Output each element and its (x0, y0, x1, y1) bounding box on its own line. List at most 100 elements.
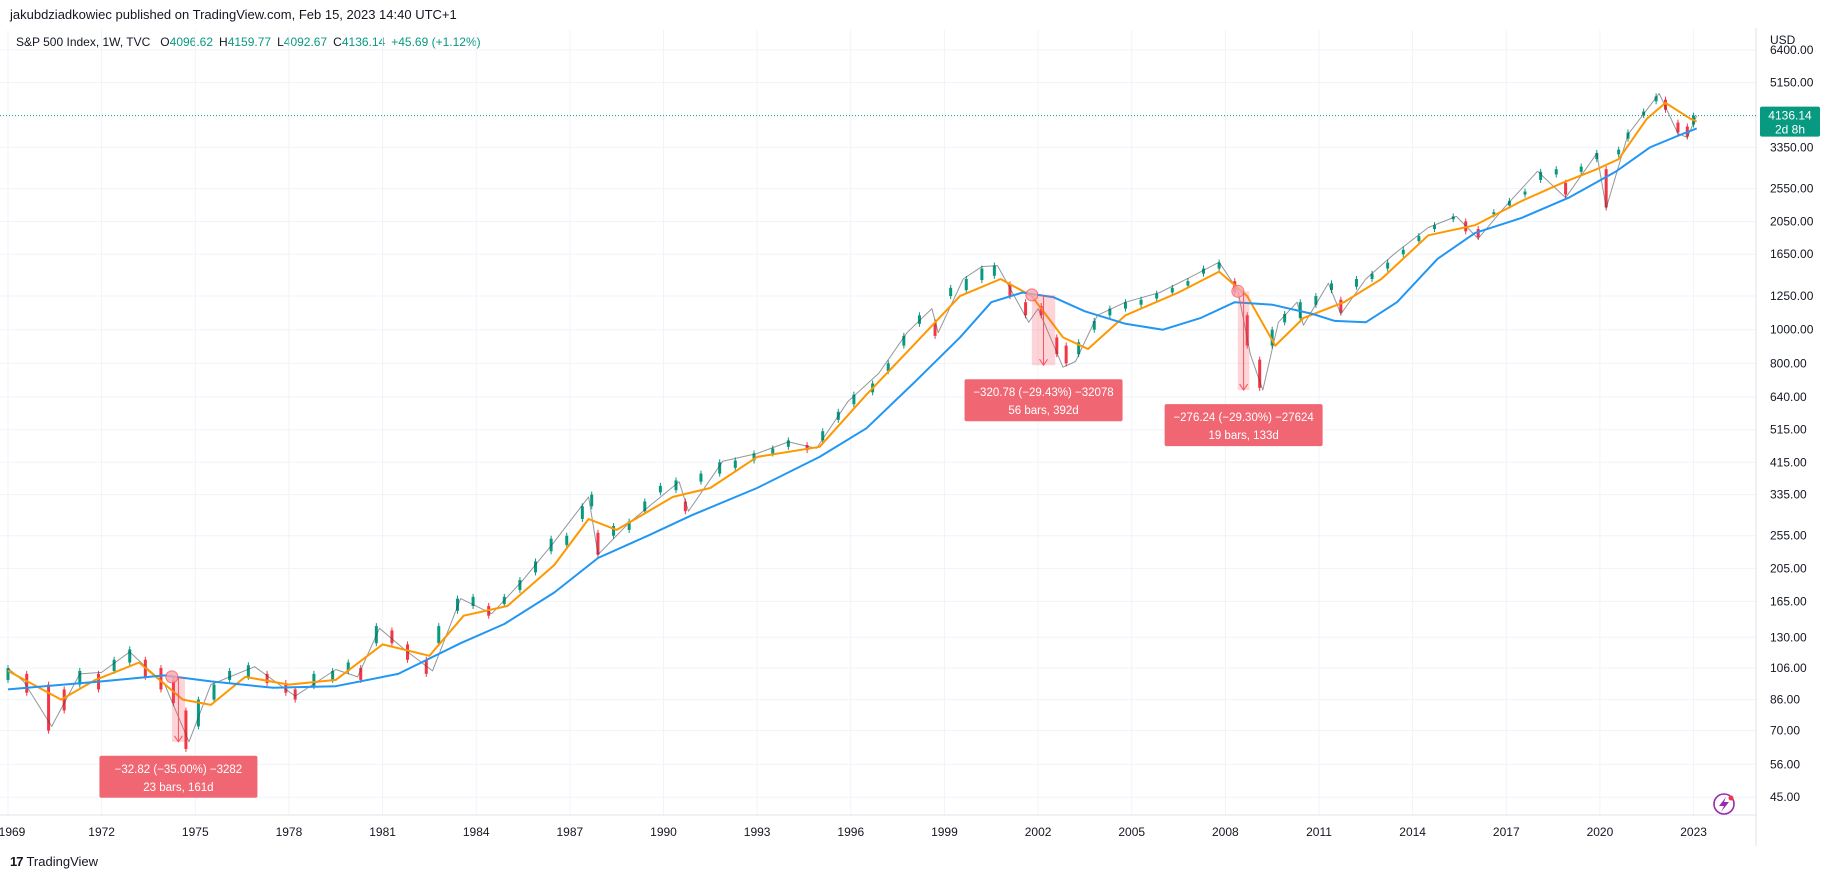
measure-label-change: −276.24 (−29.30%) −27624 (1173, 412, 1314, 424)
y-tick-label: 86.00 (1770, 693, 1800, 707)
candle (1523, 191, 1527, 195)
y-tick-label: 515.00 (1770, 423, 1807, 437)
candle (733, 460, 737, 468)
measure-label-box (1164, 404, 1323, 447)
candle (964, 278, 968, 291)
x-tick-label: 2002 (1025, 825, 1052, 839)
measure-anchor (1231, 284, 1245, 298)
candle (518, 580, 522, 590)
candle (805, 445, 809, 451)
high-value: 4159.77 (227, 35, 272, 49)
candle (534, 561, 538, 573)
candle (590, 494, 594, 507)
tradingview-logo-icon: 17 (10, 854, 24, 869)
candle (658, 485, 662, 493)
candle (1270, 329, 1274, 346)
candle (1314, 296, 1318, 305)
candle (1617, 149, 1621, 155)
measure-label-box (964, 379, 1123, 422)
y-tick-label: 640.00 (1770, 390, 1807, 404)
chart-panel[interactable]: −32.82 (−35.00%) −3282 23 bars, 161d −320.… (0, 28, 1834, 846)
candle (627, 521, 631, 530)
candle (1386, 262, 1390, 269)
candle (112, 659, 116, 671)
y-tick-label: 45.00 (1770, 790, 1800, 804)
candle (949, 287, 953, 297)
candle (312, 673, 316, 687)
last-price-countdown: 2d 8h (1775, 123, 1805, 137)
x-tick-label: 1999 (931, 825, 958, 839)
price-scale[interactable]: 6400.00 5150.00 3350.00 2550.00 2050.00 1650.… (1770, 43, 1814, 804)
candle (1507, 200, 1511, 206)
candle (1492, 212, 1496, 215)
candle (1155, 293, 1159, 299)
candle (917, 315, 921, 324)
candle (580, 506, 584, 519)
low-value: 4092.67 (283, 35, 328, 49)
candle (612, 525, 616, 536)
candle (390, 630, 394, 644)
y-tick-label: 6400.00 (1770, 43, 1814, 57)
candle (980, 268, 984, 281)
y-tick-label: 1250.00 (1770, 289, 1814, 303)
last-price-badge: 4136.14 2d 8h (1760, 106, 1820, 137)
y-tick-label: 2550.00 (1770, 182, 1814, 196)
x-tick-label: 2014 (1399, 825, 1426, 839)
candle (1186, 281, 1190, 286)
candle (62, 689, 66, 711)
candle (1064, 345, 1068, 364)
candle (596, 532, 600, 555)
candle (1024, 302, 1028, 316)
candle (1202, 268, 1206, 274)
candle (1092, 320, 1096, 330)
y-tick-label: 2050.00 (1770, 214, 1814, 228)
candle (455, 598, 459, 611)
candle (212, 684, 216, 700)
candle (1554, 169, 1558, 175)
candle (1539, 171, 1543, 180)
candle (771, 448, 775, 454)
candle (471, 596, 475, 606)
candle (6, 668, 10, 680)
candle (699, 473, 703, 482)
measure-annotations: −32.82 (−35.00%) −3282 23 bars, 161d −320.… (99, 284, 1323, 798)
candle (1579, 166, 1583, 172)
candle (331, 670, 335, 680)
x-tick-label: 1987 (557, 825, 584, 839)
x-tick-label: 2020 (1587, 825, 1614, 839)
x-tick-label: 2017 (1493, 825, 1520, 839)
measure-arrow-head (174, 735, 183, 743)
alert-icon[interactable] (1713, 793, 1735, 815)
symbol-name[interactable]: S&P 500 Index, 1W, TVC (16, 35, 151, 49)
symbol-legend: S&P 500 Index, 1W, TVC O4096.62 H4159.77… (16, 35, 481, 49)
candle (1108, 308, 1112, 316)
x-tick-label: 1969 (0, 825, 26, 839)
candle (1417, 236, 1421, 242)
x-tick-label: 1972 (88, 825, 115, 839)
candle (159, 668, 163, 690)
y-tick-label: 255.00 (1770, 529, 1807, 543)
candle (902, 335, 906, 346)
candle (1170, 287, 1174, 293)
measure-label-change: −320.78 (−29.43%) −32078 (973, 387, 1113, 399)
y-tick-label: 1650.00 (1770, 247, 1814, 261)
candle (786, 440, 790, 447)
candle (1123, 302, 1127, 309)
candle (1476, 229, 1480, 237)
x-tick-label: 2005 (1118, 825, 1145, 839)
candle (424, 659, 428, 674)
close-label: C (333, 35, 342, 49)
candle (1663, 99, 1667, 110)
candle (1217, 262, 1221, 269)
candle (128, 649, 132, 663)
candle (228, 670, 232, 680)
candle (1139, 299, 1143, 305)
y-tick-label: 106.00 (1770, 661, 1807, 675)
candle (933, 322, 937, 336)
candle (1329, 283, 1333, 291)
x-tick-label: 1993 (744, 825, 771, 839)
measure-arrow-head (1239, 383, 1249, 391)
candle (184, 710, 188, 749)
candle (674, 480, 678, 491)
time-scale[interactable]: 1969 1972 1975 1978 1981 1984 1987 1990 1993 1996… (0, 825, 1707, 839)
